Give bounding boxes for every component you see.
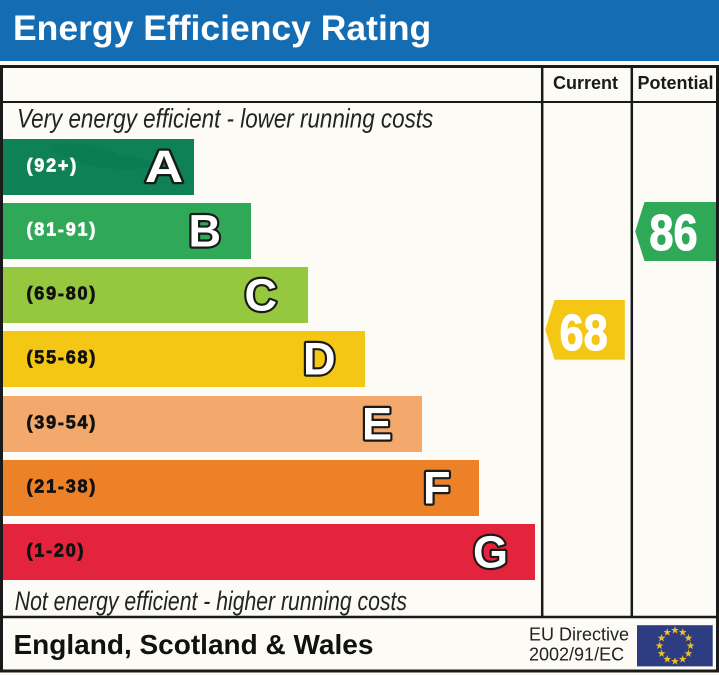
svg-text:86: 86 xyxy=(649,205,697,262)
svg-text:A: A xyxy=(145,142,183,192)
svg-text:(69-80): (69-80) xyxy=(27,284,98,304)
svg-text:E: E xyxy=(362,399,392,450)
svg-text:Current: Current xyxy=(553,73,618,93)
svg-text:C: C xyxy=(245,270,278,321)
svg-text:EU Directive: EU Directive xyxy=(529,625,629,645)
svg-text:(81-91): (81-91) xyxy=(27,220,98,240)
svg-text:68: 68 xyxy=(559,305,607,362)
svg-text:Very energy efficient - lower: Very energy efficient - lower running co… xyxy=(17,105,433,134)
svg-text:(55-68): (55-68) xyxy=(27,348,98,368)
svg-text:G: G xyxy=(473,527,508,578)
svg-text:Potential: Potential xyxy=(637,73,713,93)
svg-text:England, Scotland & Wales: England, Scotland & Wales xyxy=(14,629,374,660)
svg-text:B: B xyxy=(189,206,222,257)
svg-text:D: D xyxy=(303,334,336,385)
svg-text:(1-20): (1-20) xyxy=(27,541,86,561)
svg-text:Not energy efficient - higher: Not energy efficient - higher running co… xyxy=(15,587,407,617)
svg-text:(92+): (92+) xyxy=(27,156,79,176)
svg-text:Energy Efficiency Rating: Energy Efficiency Rating xyxy=(13,8,431,48)
svg-text:2002/91/EC: 2002/91/EC xyxy=(529,645,624,665)
svg-text:(21-38): (21-38) xyxy=(27,477,98,497)
svg-text:F: F xyxy=(423,463,451,514)
svg-text:(39-54): (39-54) xyxy=(27,413,98,433)
